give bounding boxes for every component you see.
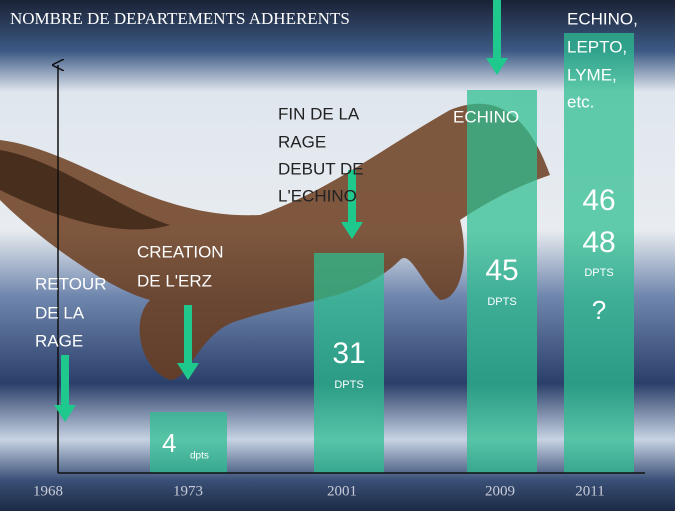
bar-label: 31 — [332, 337, 365, 370]
bar-label: 4 — [162, 428, 176, 458]
annotation: LEPTO, — [567, 37, 627, 56]
year-label: 2001 — [327, 483, 357, 499]
annotation: etc. — [567, 92, 594, 111]
title: NOMBRE DE DEPARTEMENTS ADHERENTS — [10, 9, 350, 28]
annotation: ECHINO — [453, 107, 519, 126]
bar-label: DPTS — [584, 267, 613, 279]
annotation: RAGE — [35, 331, 83, 350]
annotation: ECHINO, — [567, 9, 638, 28]
bar-label: 46 — [582, 184, 615, 217]
annotation: RETOUR — [35, 274, 106, 293]
year-label: 1973 — [173, 483, 203, 499]
year-label: 2011 — [575, 483, 604, 499]
annotation: DE LA — [35, 303, 85, 322]
annotation: DEBUT DE — [278, 159, 364, 178]
annotation: DE L'ERZ — [137, 271, 212, 290]
annotation: CREATION — [137, 242, 224, 261]
bar-label: 48 — [582, 226, 615, 259]
year-label: 1968 — [33, 483, 63, 499]
bar-label: DPTS — [334, 379, 363, 391]
bar-label: 45 — [485, 254, 518, 287]
annotation: LYME, — [567, 65, 617, 84]
page: NOMBRE DE DEPARTEMENTS ADHERENTS 1968 197… — [0, 0, 675, 511]
slide: NOMBRE DE DEPARTEMENTS ADHERENTS 1968 197… — [0, 0, 675, 511]
annotation: RAGE — [278, 132, 326, 151]
bar-label: DPTS — [487, 296, 516, 308]
annotation: L'ECHINO — [278, 186, 357, 205]
bar-label: ? — [592, 295, 606, 325]
year-label: 2009 — [485, 483, 515, 499]
bar-label: dpts — [190, 451, 209, 462]
annotation: FIN DE LA — [278, 104, 360, 123]
